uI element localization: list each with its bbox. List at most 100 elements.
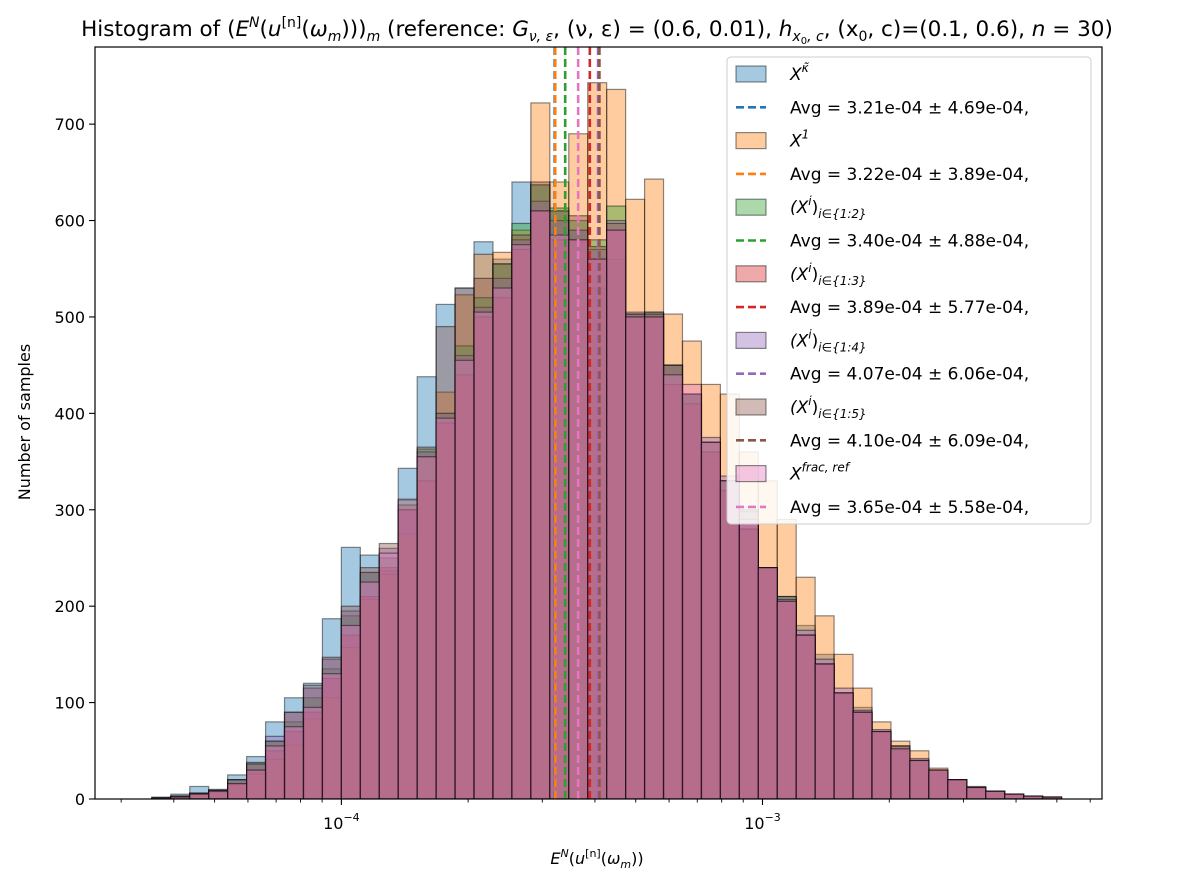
histogram-bar <box>681 383 703 799</box>
histogram-bar <box>397 498 418 799</box>
series-bars-1 <box>151 181 1063 799</box>
histogram-bar <box>662 364 684 799</box>
histogram-bar <box>416 480 437 799</box>
histogram-bar <box>264 745 286 799</box>
histogram-bar <box>454 287 475 799</box>
histogram-bar <box>473 316 494 799</box>
histogram-bar <box>700 451 721 799</box>
xlabel-part: ( <box>569 849 575 868</box>
histogram-bar <box>871 730 892 799</box>
legend-label: (Xi)i∈{1:4} <box>790 327 867 354</box>
legend-avg-label: Avg = 4.07e-04 ± 6.06e-04, <box>790 365 1029 385</box>
histogram-bar <box>397 467 418 799</box>
legend-avg-label: Avg = 3.65e-04 ± 5.58e-04, <box>790 498 1029 518</box>
histogram-bar <box>928 767 949 799</box>
histogram-bar <box>662 364 684 799</box>
histogram-bar <box>454 345 475 799</box>
histogram-bar <box>227 779 248 799</box>
histogram-bar <box>681 393 703 799</box>
histogram-bar <box>359 571 380 799</box>
histogram-bar <box>947 779 968 799</box>
legend-swatch <box>735 465 767 483</box>
histogram-bar <box>700 436 721 799</box>
y-tick-label: 600 <box>54 212 85 231</box>
histogram-bar <box>511 244 532 799</box>
histogram-bar <box>359 571 380 799</box>
histogram-bar <box>227 779 248 799</box>
histogram-bar <box>530 200 551 799</box>
histogram-bar <box>397 499 418 799</box>
histogram-bar <box>814 663 835 799</box>
histogram-bar <box>890 745 911 799</box>
histogram-bar <box>1004 793 1025 799</box>
histogram-bar <box>530 184 551 799</box>
histogram-bar <box>492 297 513 799</box>
title-part: ( <box>260 17 268 42</box>
legend-box <box>726 56 1092 525</box>
title-part: 0 <box>858 29 867 45</box>
histogram-bar <box>606 219 627 799</box>
histogram-bars <box>151 82 1063 799</box>
histogram-bar <box>662 364 684 799</box>
x-tick-label: 10−4 <box>323 811 360 833</box>
histogram-bar <box>435 417 456 799</box>
histogram-bar <box>340 610 361 799</box>
histogram-bar <box>814 663 835 799</box>
histogram-bar <box>681 393 703 799</box>
histogram-bar <box>625 313 646 799</box>
histogram-bar <box>966 786 987 799</box>
histogram-bar <box>435 303 456 799</box>
histogram-bar <box>795 624 816 799</box>
histogram-bar <box>947 779 968 799</box>
histogram-bar <box>302 711 324 799</box>
legend-avg-label: Avg = 3.40e-04 ± 4.88e-04, <box>790 232 1029 252</box>
title-part: [n] <box>282 15 302 31</box>
title-part: = 30) <box>1045 17 1112 42</box>
histogram-bar <box>473 311 494 799</box>
histogram-bar <box>833 692 854 799</box>
histogram-bar <box>625 198 646 799</box>
histogram-bar <box>985 790 1006 799</box>
histogram-bar <box>302 718 324 799</box>
histogram-bar <box>871 730 892 799</box>
histogram-bar <box>625 313 646 799</box>
histogram-bar <box>302 687 324 799</box>
histogram-bar <box>662 364 684 799</box>
y-tick-label: 400 <box>54 404 85 423</box>
legend-swatch <box>735 132 767 150</box>
histogram-bar <box>833 692 854 799</box>
histogram-bar <box>625 316 646 799</box>
histogram-bar <box>1004 793 1025 799</box>
histogram-bar <box>454 354 475 799</box>
title-part: h <box>779 17 793 42</box>
histogram-bar <box>416 448 437 799</box>
histogram-bar <box>340 624 361 799</box>
histogram-bar <box>416 456 437 799</box>
histogram-bar <box>909 759 930 799</box>
histogram-bar <box>246 769 267 799</box>
histogram-bar <box>264 740 286 799</box>
histogram-bar <box>890 740 911 799</box>
histogram-bar <box>738 518 759 799</box>
histogram-bar <box>208 790 229 799</box>
histogram-bar <box>511 239 532 799</box>
histogram-bar <box>416 376 437 799</box>
legend-avg-label: Avg = 3.22e-04 ± 3.89e-04, <box>790 165 1029 185</box>
histogram-bar <box>738 528 759 799</box>
histogram-bar <box>719 480 740 799</box>
legend-label: (Xi)i∈{1:3} <box>790 261 867 288</box>
histogram-bar <box>473 253 494 799</box>
legend: Xκ̃ Avg = 3.21e-04 ± 4.69e-04, X1 Avg = 3.2… <box>726 56 1092 525</box>
histogram-bar <box>606 205 627 799</box>
title-part: (reference: <box>380 17 512 42</box>
histogram-bar <box>378 552 399 799</box>
histogram-bar <box>833 692 854 799</box>
histogram-bar <box>454 359 475 799</box>
histogram-bar <box>966 786 987 799</box>
xlabel-part: E <box>550 849 561 868</box>
legend-avg-label: Avg = 4.10e-04 ± 6.09e-04, <box>790 431 1029 451</box>
title-part: ( <box>301 17 309 42</box>
legend-label: X1 <box>789 128 809 152</box>
histogram-bar <box>530 184 551 799</box>
